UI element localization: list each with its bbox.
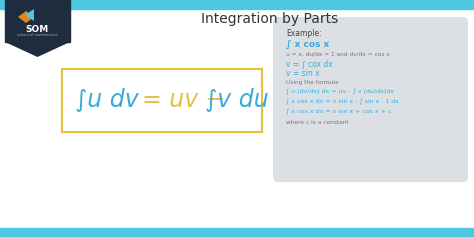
Text: SOM: SOM xyxy=(26,24,49,33)
Text: Example:: Example: xyxy=(286,28,322,37)
Text: Using the formula: Using the formula xyxy=(286,79,338,85)
FancyBboxPatch shape xyxy=(62,69,262,132)
Text: Integration by Parts: Integration by Parts xyxy=(201,12,338,26)
Text: v = ∫ cox dx: v = ∫ cox dx xyxy=(286,59,333,68)
Text: = uv −: = uv − xyxy=(142,88,226,112)
Polygon shape xyxy=(5,42,70,57)
FancyBboxPatch shape xyxy=(273,17,468,182)
Text: ∫u dv: ∫u dv xyxy=(75,88,139,112)
Text: where c is a constant: where c is a constant xyxy=(286,119,348,124)
Text: school of mathematics: school of mathematics xyxy=(17,33,58,37)
Text: ∫ x cos x: ∫ x cos x xyxy=(286,40,329,49)
Text: ∫ x cox x dx = x sin x + cos x + c: ∫ x cox x dx = x sin x + cos x + c xyxy=(286,109,392,115)
Polygon shape xyxy=(25,9,34,21)
Text: u = x, du/dx = 1 and dv/dx = cos x: u = x, du/dx = 1 and dv/dx = cos x xyxy=(286,51,390,56)
Bar xyxy=(5,0,70,42)
Polygon shape xyxy=(18,11,34,23)
Bar xyxy=(0,228,474,237)
Bar xyxy=(0,0,474,9)
Text: ∫ x cox x dx = x sin x - ∫ sin x . 1 dx: ∫ x cox x dx = x sin x - ∫ sin x . 1 dx xyxy=(286,99,399,105)
Text: v = sin x: v = sin x xyxy=(286,68,319,77)
Text: ∫ u (dv/dx) dx = uv - ∫ v (du/dx)dx: ∫ u (dv/dx) dx = uv - ∫ v (du/dx)dx xyxy=(286,89,394,95)
Text: ∫v du: ∫v du xyxy=(205,88,269,112)
